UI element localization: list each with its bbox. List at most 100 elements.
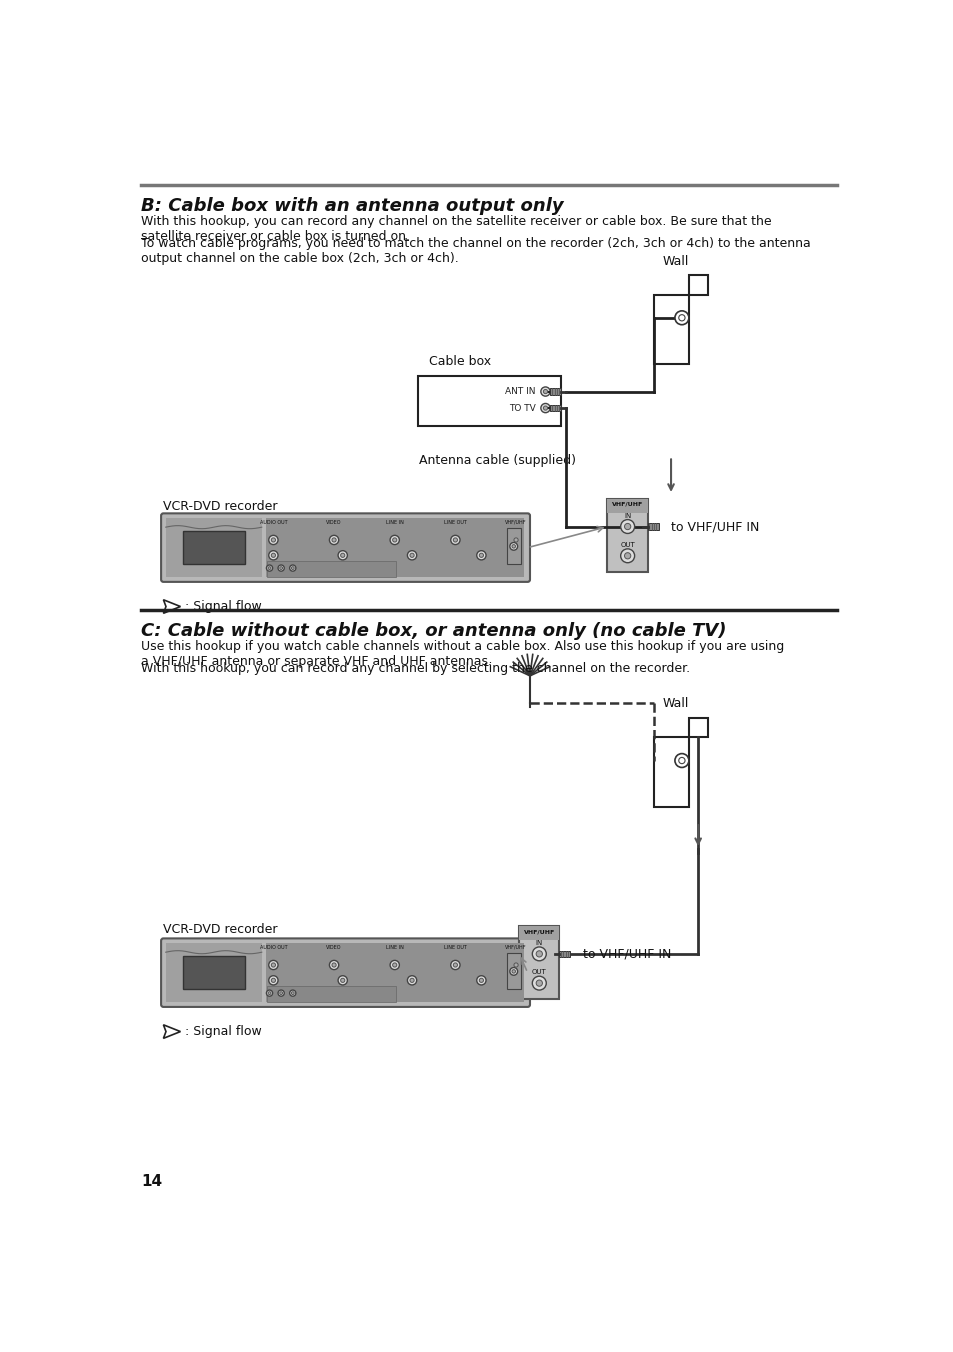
Circle shape xyxy=(277,565,284,571)
Circle shape xyxy=(329,535,338,545)
Text: VCR-DVD recorder: VCR-DVD recorder xyxy=(163,923,277,936)
Circle shape xyxy=(340,553,344,557)
Bar xyxy=(267,987,395,1002)
Text: AUDIO OUT: AUDIO OUT xyxy=(259,945,287,949)
Circle shape xyxy=(512,969,515,973)
Circle shape xyxy=(393,538,396,542)
Bar xyxy=(550,406,560,411)
Circle shape xyxy=(271,553,275,557)
Circle shape xyxy=(337,550,347,560)
Bar xyxy=(558,950,570,957)
Circle shape xyxy=(340,979,344,983)
Circle shape xyxy=(514,538,517,542)
Bar xyxy=(506,529,520,564)
Circle shape xyxy=(532,946,546,961)
FancyBboxPatch shape xyxy=(161,938,530,1007)
Bar xyxy=(518,926,558,999)
Circle shape xyxy=(512,545,515,548)
Circle shape xyxy=(271,979,275,983)
Text: TO TV: TO TV xyxy=(508,403,535,412)
Circle shape xyxy=(271,963,275,967)
Circle shape xyxy=(337,976,347,986)
Bar xyxy=(607,499,647,512)
Text: B: Cable box with an antenna output only: B: Cable box with an antenna output only xyxy=(141,197,563,215)
Text: VCR-DVD recorder: VCR-DVD recorder xyxy=(163,500,277,512)
Circle shape xyxy=(674,311,688,324)
Text: To watch cable programs, you need to match the channel on the recorder (2ch, 3ch: To watch cable programs, you need to mat… xyxy=(141,237,810,265)
Bar xyxy=(506,953,520,988)
Circle shape xyxy=(268,566,271,569)
Circle shape xyxy=(624,523,630,530)
Text: 14: 14 xyxy=(141,1175,162,1190)
Circle shape xyxy=(271,538,275,542)
Polygon shape xyxy=(163,1025,180,1038)
Text: to VHF/UHF IN: to VHF/UHF IN xyxy=(582,948,670,960)
Bar xyxy=(647,523,658,530)
Bar xyxy=(265,944,523,1002)
Circle shape xyxy=(453,963,457,967)
Bar xyxy=(265,518,523,577)
Polygon shape xyxy=(163,600,180,614)
Text: OUT: OUT xyxy=(532,969,546,975)
Text: IN: IN xyxy=(536,940,542,946)
Text: Use this hookup if you watch cable channels without a cable box. Also use this h: Use this hookup if you watch cable chann… xyxy=(141,639,783,668)
Bar xyxy=(417,376,560,426)
Text: : Signal flow: : Signal flow xyxy=(185,1025,262,1038)
Circle shape xyxy=(476,976,485,986)
Text: to VHF/UHF IN: to VHF/UHF IN xyxy=(670,521,759,533)
Circle shape xyxy=(674,753,688,768)
Bar xyxy=(166,944,261,1002)
Circle shape xyxy=(269,550,277,560)
Circle shape xyxy=(532,976,546,990)
Circle shape xyxy=(279,566,282,569)
Bar xyxy=(166,518,261,577)
Circle shape xyxy=(624,553,630,558)
Circle shape xyxy=(291,566,294,569)
Text: With this hookup, you can record any channel on the satellite receiver or cable : With this hookup, you can record any cha… xyxy=(141,215,771,242)
Circle shape xyxy=(511,535,520,545)
Bar xyxy=(182,531,245,564)
Circle shape xyxy=(478,553,483,557)
Circle shape xyxy=(453,538,457,542)
Polygon shape xyxy=(654,718,707,807)
Text: C: Cable without cable box, or antenna only (no cable TV): C: Cable without cable box, or antenna o… xyxy=(141,622,725,639)
Circle shape xyxy=(266,990,273,996)
Text: IN: IN xyxy=(623,512,631,519)
Circle shape xyxy=(410,553,414,557)
Bar xyxy=(267,561,395,577)
Circle shape xyxy=(509,968,517,975)
Text: Antenna cable (supplied): Antenna cable (supplied) xyxy=(419,454,576,466)
Circle shape xyxy=(536,950,542,957)
Text: VIDEO: VIDEO xyxy=(326,945,341,949)
Circle shape xyxy=(476,550,485,560)
Text: ANT IN: ANT IN xyxy=(504,387,535,396)
Circle shape xyxy=(543,389,547,393)
Circle shape xyxy=(407,976,416,986)
Circle shape xyxy=(291,992,294,995)
Text: AUDIO OUT: AUDIO OUT xyxy=(259,519,287,525)
Text: LINE IN: LINE IN xyxy=(385,519,403,525)
Circle shape xyxy=(450,535,459,545)
Text: Wall: Wall xyxy=(661,698,688,711)
Circle shape xyxy=(266,565,273,571)
Text: LINE OUT: LINE OUT xyxy=(443,945,466,949)
Circle shape xyxy=(543,406,547,410)
Circle shape xyxy=(277,990,284,996)
Circle shape xyxy=(678,315,684,320)
Bar xyxy=(182,956,245,990)
Circle shape xyxy=(279,992,282,995)
Bar xyxy=(550,388,560,395)
Circle shape xyxy=(332,963,335,967)
Bar xyxy=(607,499,647,572)
Circle shape xyxy=(511,960,520,969)
Circle shape xyxy=(620,519,634,534)
Circle shape xyxy=(410,979,414,983)
Text: VHF/UHF: VHF/UHF xyxy=(505,519,526,525)
Text: Cable box: Cable box xyxy=(429,354,491,368)
Circle shape xyxy=(329,960,338,969)
Circle shape xyxy=(540,387,550,396)
FancyBboxPatch shape xyxy=(161,514,530,581)
Circle shape xyxy=(678,757,684,764)
Circle shape xyxy=(269,535,277,545)
Circle shape xyxy=(390,960,399,969)
